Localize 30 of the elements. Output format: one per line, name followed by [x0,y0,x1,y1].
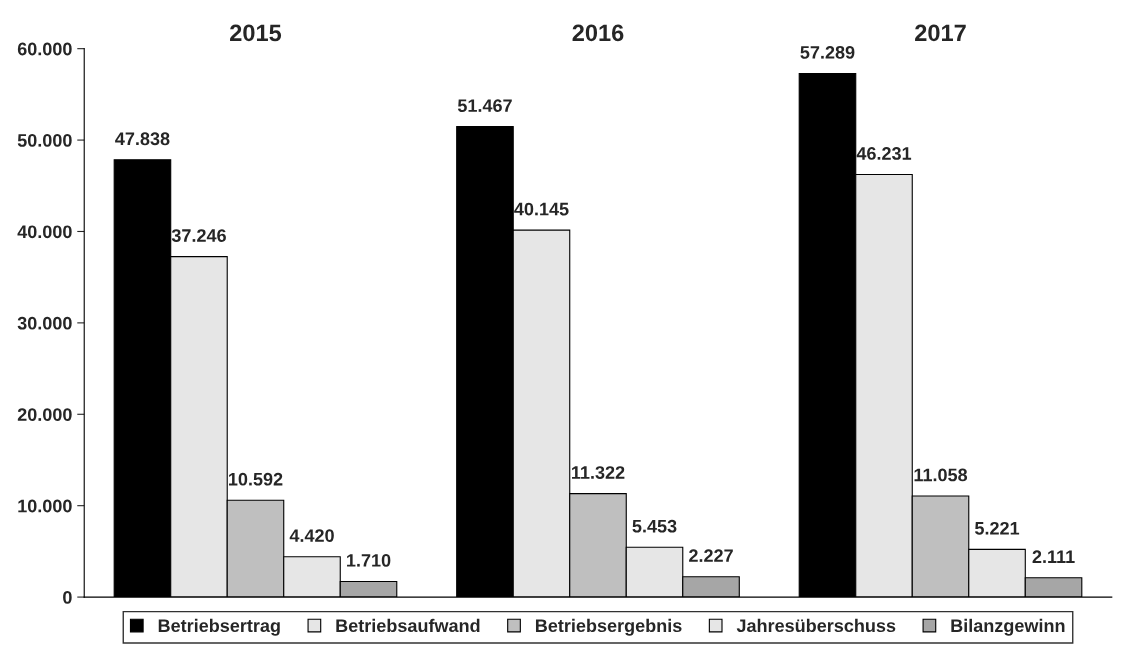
data-label: 5.221 [974,521,1020,535]
x-tick-label: 2017 [915,24,966,42]
y-tick-label: 40.000 [17,225,72,239]
data-label: 4.420 [289,529,334,542]
y-tick-label: 50.000 [17,134,72,147]
data-label: 2.111 [1032,550,1075,563]
data-label: 1.710 [347,553,391,567]
legend-label: Betriebsertrag [158,618,280,636]
legend-label: Jahresüberschuss [736,618,896,633]
legend-label: Betriebsergebnis [535,618,682,636]
data-label: 2.227 [689,549,733,562]
data-label: 11.322 [572,466,625,479]
data-label: 37.246 [171,229,226,242]
y-tick-label: 20.000 [17,408,72,421]
y-tick-label: 30.000 [17,316,72,330]
y-tick-label: 60.000 [17,42,72,56]
data-label: 11.058 [914,468,968,482]
y-tick-label: 10.000 [18,499,72,513]
data-label: 40.145 [514,202,569,216]
y-tick-label: 0 [63,591,72,604]
data-label: 5.453 [632,519,677,533]
x-tick-label: 2016 [572,24,624,42]
legend-label: Bilanzgewinn [951,618,1065,636]
data-label: 57.289 [800,45,855,59]
data-label: 51.467 [457,99,512,112]
data-label: 10.592 [229,472,283,486]
data-label: 47.838 [115,132,170,146]
legend-label: Betriebsaufwand [336,618,480,633]
data-label: 46.231 [856,147,912,160]
x-tick-label: 2015 [230,24,282,42]
